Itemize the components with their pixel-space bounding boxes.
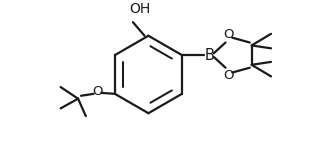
Text: O: O bbox=[92, 85, 103, 98]
Text: O: O bbox=[223, 28, 234, 41]
Text: B: B bbox=[204, 48, 214, 63]
Text: OH: OH bbox=[129, 2, 150, 16]
Text: O: O bbox=[223, 69, 234, 82]
